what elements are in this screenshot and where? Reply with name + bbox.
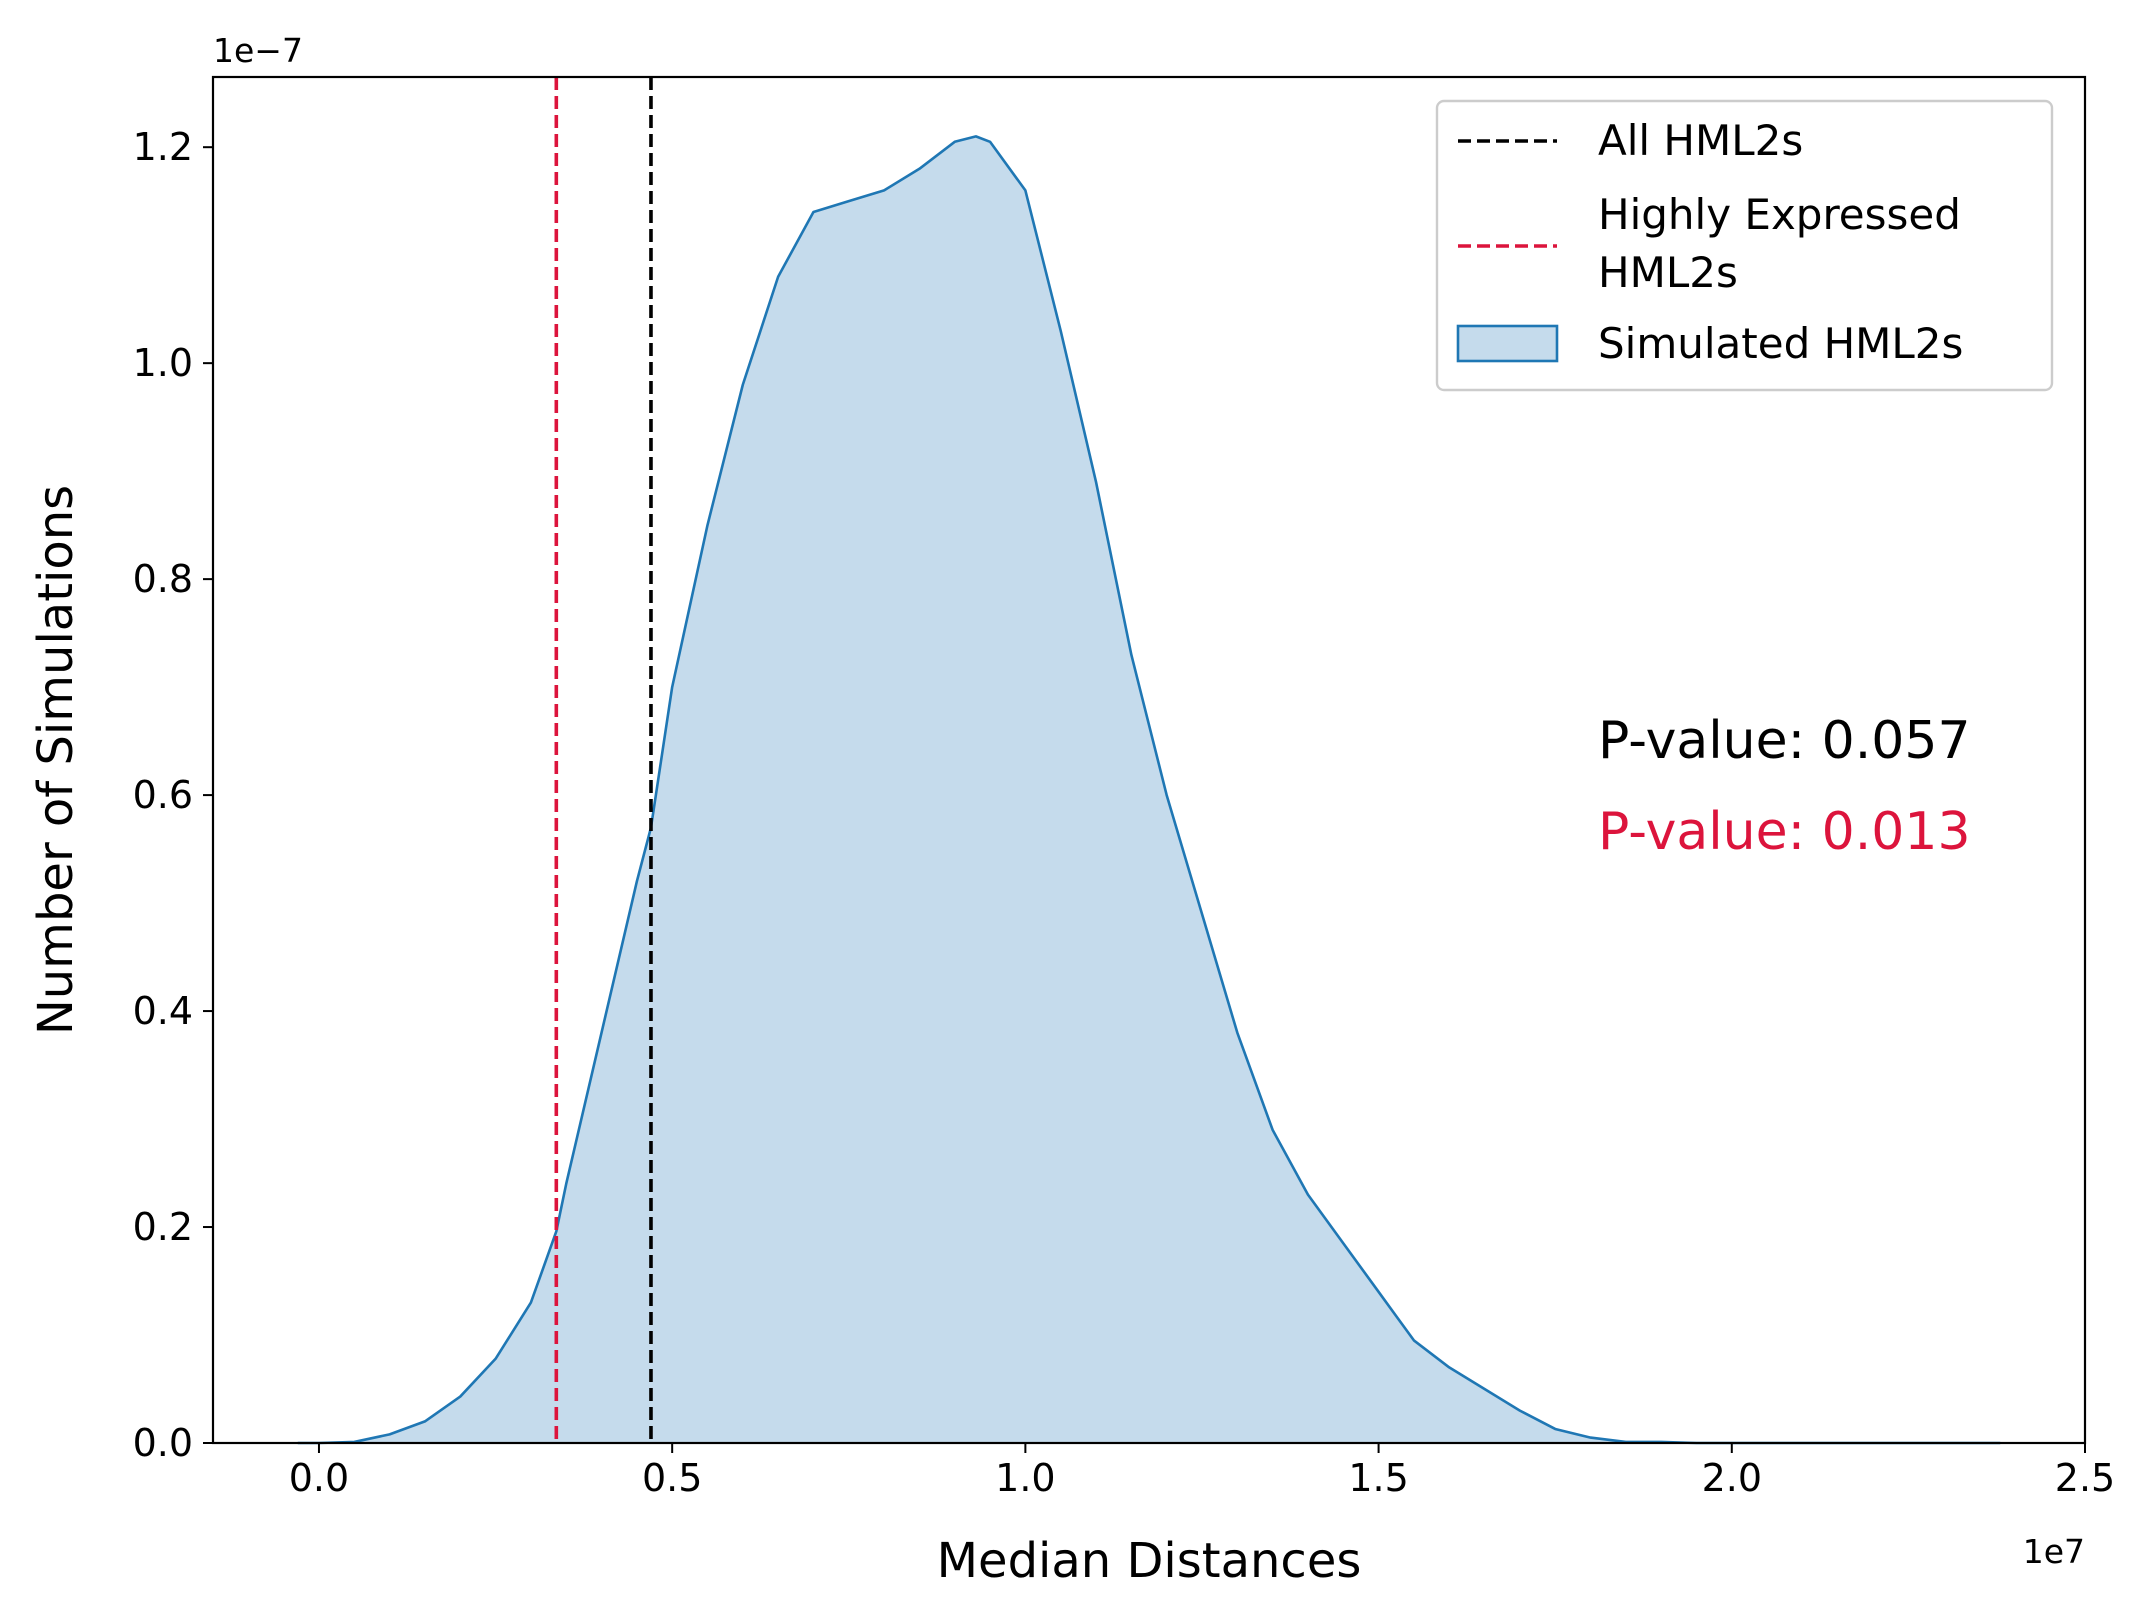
legend-highly-expressed-label-line1: Highly Expressed bbox=[1598, 190, 1961, 239]
legend-simulated-handle bbox=[1456, 324, 1559, 363]
legend-box bbox=[1435, 99, 2054, 392]
y-tick-label: 0.8 bbox=[133, 557, 193, 601]
p-value-highly-expressed-annotation: P-value: 0.013 bbox=[1598, 802, 1971, 862]
x-tick-label: 0.5 bbox=[642, 1456, 702, 1500]
legend-all-hml2s-label: All HML2s bbox=[1598, 116, 1803, 165]
legend-highly-expressed-label-line2: HML2s bbox=[1598, 248, 1738, 297]
y-axis-label: Number of Simulations bbox=[28, 485, 84, 1035]
y-tick-label: 0.0 bbox=[133, 1421, 193, 1465]
y-tick-label: 0.6 bbox=[133, 773, 193, 817]
x-tick-label: 1.0 bbox=[995, 1456, 1055, 1500]
y-offset-label: 1e−7 bbox=[213, 31, 303, 70]
x-tick-label: 2.0 bbox=[1702, 1456, 1762, 1500]
x-tick-label: 2.5 bbox=[2055, 1456, 2115, 1500]
x-tick-label: 0.0 bbox=[289, 1456, 349, 1500]
y-tick-label: 1.0 bbox=[133, 341, 193, 385]
y-tick-label: 0.4 bbox=[133, 989, 193, 1033]
plot-frame bbox=[211, 75, 2087, 1445]
x-axis-label: Median Distances bbox=[937, 1533, 1362, 1589]
x-offset-label: 1e7 bbox=[2023, 1532, 2085, 1571]
legend-simulated-label: Simulated HML2s bbox=[1598, 319, 1963, 368]
x-tick-label: 1.5 bbox=[1348, 1456, 1408, 1500]
p-value-all-annotation: P-value: 0.057 bbox=[1598, 711, 1971, 771]
y-tick-label: 0.2 bbox=[133, 1205, 193, 1249]
y-tick-label: 1.2 bbox=[133, 125, 193, 169]
